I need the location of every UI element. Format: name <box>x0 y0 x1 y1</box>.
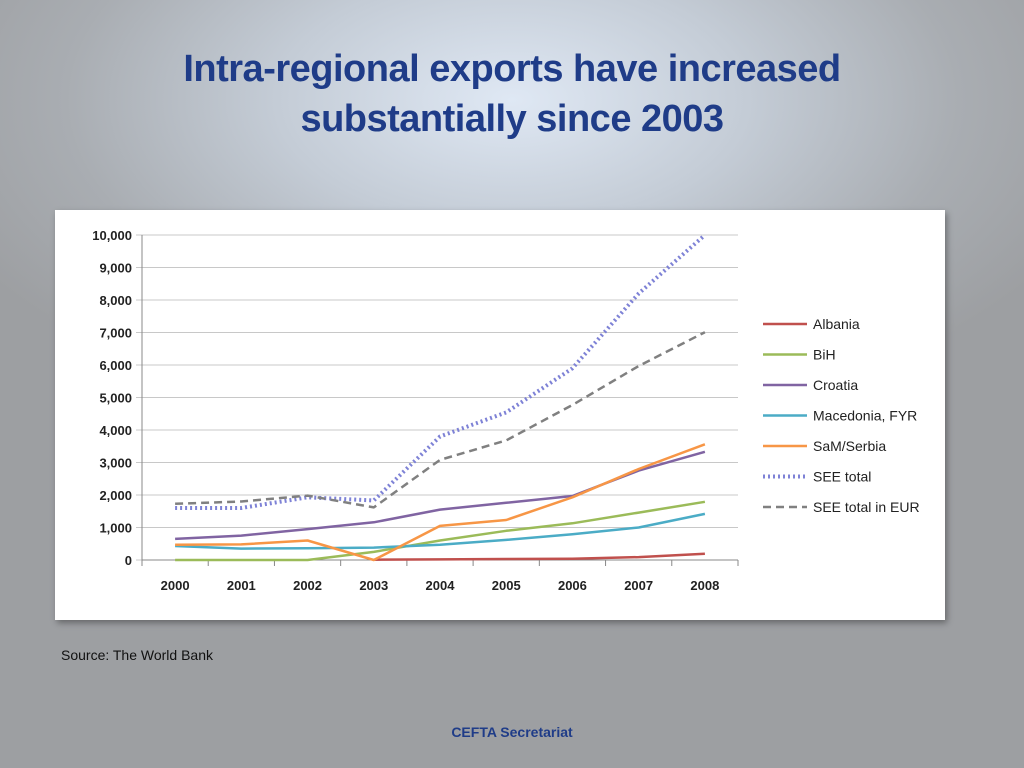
series-line-bih <box>175 500 706 562</box>
footer-text: CEFTA Secretariat <box>451 724 573 740</box>
x-tick-label: 2004 <box>426 578 456 593</box>
series-line-see-total-in-eur <box>175 331 706 509</box>
y-tick-label: 3,000 <box>99 456 132 471</box>
x-tick-label: 2003 <box>359 578 388 593</box>
y-tick-label: 2,000 <box>99 488 132 503</box>
slide-title: Intra-regional exports have increased su… <box>0 44 1024 144</box>
y-tick-label: 1,000 <box>99 521 132 536</box>
legend-label-macedonia-fyr: Macedonia, FYR <box>813 408 917 424</box>
x-tick-label: 2005 <box>492 578 521 593</box>
x-tick-label: 2008 <box>690 578 719 593</box>
x-tick-label: 2002 <box>293 578 322 593</box>
y-tick-label: 0 <box>125 553 132 568</box>
legend-label-croatia: Croatia <box>813 377 858 393</box>
y-tick-label: 9,000 <box>99 261 132 276</box>
legend-label-albania: Albania <box>813 316 860 332</box>
x-tick-label: 2006 <box>558 578 587 593</box>
y-tick-label: 8,000 <box>99 293 132 308</box>
series-line-albania <box>373 552 705 561</box>
x-tick-label: 2007 <box>624 578 653 593</box>
legend-label-see-total-in-eur: SEE total in EUR <box>813 499 920 515</box>
y-tick-label: 6,000 <box>99 358 132 373</box>
x-tick-label: 2000 <box>161 578 190 593</box>
slide-title-line-1: Intra-regional exports have increased <box>183 48 841 90</box>
y-tick-label: 7,000 <box>99 326 132 341</box>
legend-label-see-total: SEE total <box>813 469 871 485</box>
series-line-sam-serbia <box>175 443 706 562</box>
series-line-see-total <box>175 233 707 510</box>
y-tick-label: 4,000 <box>99 423 132 438</box>
source-note: Source: The World Bank <box>61 647 214 663</box>
y-tick-label: 10,000 <box>92 228 132 243</box>
chart-frame: 0 1,000 2,000 3,000 4,000 5,000 6,000 7,000 8,00… <box>55 210 945 620</box>
x-tick-label: 2001 <box>227 578 256 593</box>
legend-label-bih: BiH <box>813 347 836 363</box>
line-chart: 0 1,000 2,000 3,000 4,000 5,000 6,000 7,000 8,00… <box>92 228 920 593</box>
y-tick-label: 5,000 <box>99 391 132 406</box>
legend-label-sam-serbia: SaM/Serbia <box>813 438 886 454</box>
series-line-macedonia-fyr <box>175 512 706 550</box>
slide-title-line-2: substantially since 2003 <box>300 98 724 140</box>
